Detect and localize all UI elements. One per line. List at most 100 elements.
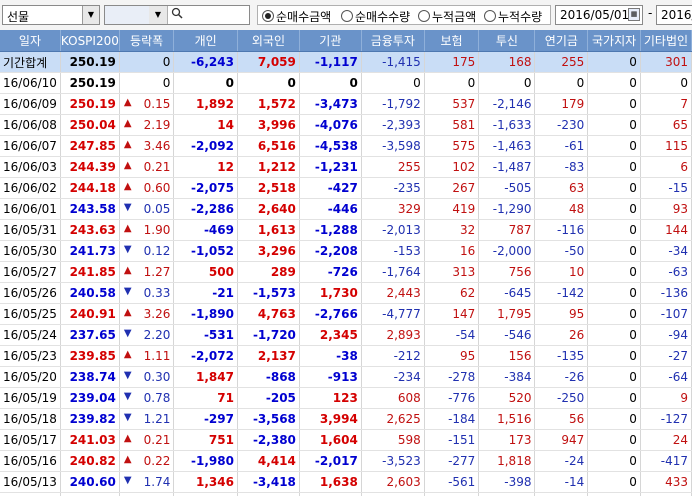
value-cell-ind: 1,847 bbox=[173, 366, 238, 388]
triangle-down-icon: ▼ bbox=[123, 202, 132, 213]
change-value: 1.21 bbox=[143, 412, 171, 426]
value-cell-pen: 255 bbox=[534, 51, 589, 73]
market-select[interactable]: 선물 ▼ bbox=[2, 5, 100, 25]
change-value: 3.26 bbox=[143, 307, 171, 321]
table-row[interactable]: 16/05/20 238.74 ▼ 0.30 1,847 -868 -913 -234 -278… bbox=[0, 366, 692, 388]
change-cell: ▲ 0.21 bbox=[119, 156, 175, 178]
column-header[interactable]: KOSPI200 bbox=[60, 30, 120, 52]
value-cell-inst: -446 bbox=[299, 198, 362, 220]
table-row[interactable]: 16/06/02 244.18 ▲ 0.60 -2,075 2,518 -427 -235 26… bbox=[0, 177, 692, 199]
value-cell-for: 2,137 bbox=[237, 345, 300, 367]
radio-unchecked-icon[interactable] bbox=[341, 10, 353, 22]
table-row[interactable]: 16/05/19 239.04 ▼ 0.78 71 -205 123 608 -776 520 -2… bbox=[0, 387, 692, 409]
table-row[interactable]: 기간합계 250.19 0 -6,243 7,059 -1,117 -1,415 175 168… bbox=[0, 51, 692, 73]
code-search-box[interactable]: ▼ bbox=[104, 5, 250, 25]
value-cell-inst: 2,345 bbox=[299, 324, 362, 346]
value-cell-ins: 95 bbox=[424, 345, 480, 367]
change-cell: ▲ 0.15 bbox=[119, 93, 175, 115]
column-header[interactable]: 개인 bbox=[173, 30, 238, 52]
table-row[interactable]: 16/05/18 239.82 ▼ 1.21 -297 -3,568 3,994 2,625-… bbox=[0, 408, 692, 430]
value-cell-ins: -49 bbox=[424, 492, 480, 496]
value-cell-gov: 0 bbox=[587, 324, 641, 346]
value-cell-inst: -1,288 bbox=[299, 219, 362, 241]
change-cell: ▼ 1.74 bbox=[119, 471, 175, 493]
column-header[interactable]: 투신 bbox=[478, 30, 536, 52]
table-row[interactable]: 16/06/07 247.85 ▲ 3.46 -2,092 6,516 -4,538 -3,5… bbox=[0, 135, 692, 157]
table-row[interactable]: 16/05/30 241.73 ▼ 0.12 -1,052 3,296 -2,208 -153… bbox=[0, 240, 692, 262]
value-cell-inst: -2,208 bbox=[299, 240, 362, 262]
value-cell-fin: -234 bbox=[361, 366, 425, 388]
table-row[interactable]: 16/05/13 240.60 ▼ 1.74 1,346 -3,418 1,638 2,603… bbox=[0, 471, 692, 493]
value-cell-trust: -546 bbox=[478, 324, 536, 346]
change-value: 1.11 bbox=[143, 349, 171, 363]
radio-option[interactable]: 누적수량 bbox=[484, 8, 542, 25]
triangle-up-icon: ▲ bbox=[123, 118, 132, 129]
table-row[interactable]: 16/05/27 241.85 ▲ 1.27 500 289 -726 -1,764 313 75… bbox=[0, 261, 692, 283]
change-value: 3.46 bbox=[143, 139, 171, 153]
radio-checked-icon[interactable] bbox=[262, 10, 274, 22]
table-row[interactable]: 16/05/16 240.82 ▲ 0.22 -1,980 4,414 -2,017 -3,5… bbox=[0, 450, 692, 472]
chevron-down-icon[interactable]: ▼ bbox=[149, 6, 168, 24]
change-cell: ▼ 2.20 bbox=[119, 324, 175, 346]
value-cell-gov: 0 bbox=[587, 198, 641, 220]
calendar-icon[interactable]: ▦ bbox=[628, 8, 640, 21]
value-cell-trust: -398 bbox=[478, 471, 536, 493]
radio-label: 순매수금액 bbox=[276, 10, 332, 24]
column-header[interactable]: 등락폭 bbox=[119, 30, 175, 52]
column-header[interactable]: 일자 bbox=[0, 30, 61, 52]
value-cell-inst: -38 bbox=[299, 345, 362, 367]
change-cell: ▲ 0.60 bbox=[119, 177, 175, 199]
table-row[interactable]: 16/05/17 241.03 ▲ 0.21 751 -2,380 1,604 598 -151… bbox=[0, 429, 692, 451]
value-cell-etc: -417 bbox=[640, 450, 692, 472]
radio-option[interactable]: 순매수금액 bbox=[262, 8, 331, 25]
triangle-up-icon: ▲ bbox=[123, 181, 132, 192]
change-value: 0.12 bbox=[143, 244, 171, 258]
column-header[interactable]: 기타법인 bbox=[640, 30, 692, 52]
kospi200-cell: 241.85 bbox=[60, 261, 120, 283]
date-cell: 기간합계 bbox=[0, 51, 61, 73]
triangle-down-icon: ▼ bbox=[123, 370, 132, 381]
search-icon[interactable] bbox=[171, 7, 183, 22]
value-cell-etc: -34 bbox=[640, 240, 692, 262]
table-row[interactable]: 16/06/10 250.19 0 0 0 0 0 0 0 0 0 0 bbox=[0, 72, 692, 94]
radio-option[interactable]: 순매수수량 bbox=[341, 8, 410, 25]
value-cell-etc: -27 bbox=[640, 345, 692, 367]
table-row[interactable]: 16/05/26 240.58 ▼ 0.33 -21 -1,573 1,730 2,443 62… bbox=[0, 282, 692, 304]
table-row[interactable]: 16/06/01 243.58 ▼ 0.05 -2,286 2,640 -446 329 419… bbox=[0, 198, 692, 220]
radio-unchecked-icon[interactable] bbox=[418, 10, 430, 22]
change-cell: 0 bbox=[119, 51, 175, 73]
column-header[interactable]: 국가지자 bbox=[587, 30, 641, 52]
column-header[interactable]: 외국인 bbox=[237, 30, 300, 52]
end-date-field[interactable]: 2016/ bbox=[656, 5, 692, 25]
date-cell: 16/05/25 bbox=[0, 303, 61, 325]
table-row[interactable]: 16/05/24 237.65 ▼ 2.20 -531 -1,720 2,345 2,893-… bbox=[0, 324, 692, 346]
table-row[interactable]: 16/06/03 244.39 ▲ 0.21 12 1,212 -1,231 255 102 -1… bbox=[0, 156, 692, 178]
start-date-field[interactable]: 2016/05/01 ▦ bbox=[555, 5, 643, 25]
column-header[interactable]: 보험 bbox=[424, 30, 480, 52]
column-header[interactable]: 금융투자 bbox=[361, 30, 425, 52]
code-input[interactable] bbox=[105, 6, 150, 24]
value-cell-pen: 10 bbox=[534, 261, 589, 283]
column-header[interactable]: 기관 bbox=[299, 30, 362, 52]
table-row[interactable]: 16/05/25 240.91 ▲ 3.26 -1,890 4,763 -2,766 -4,7… bbox=[0, 303, 692, 325]
column-header[interactable]: 연기금 bbox=[534, 30, 589, 52]
value-cell-pen: 0 bbox=[534, 72, 589, 94]
date-cell: 16/06/08 bbox=[0, 114, 61, 136]
kospi200-cell: 240.82 bbox=[60, 450, 120, 472]
chevron-down-icon[interactable]: ▼ bbox=[82, 6, 99, 24]
radio-option[interactable]: 누적금액 bbox=[418, 8, 476, 25]
table-row[interactable]: 16/05/23 239.85 ▲ 1.11 -2,072 2,137 -38 -212 95 1… bbox=[0, 345, 692, 367]
table-row[interactable]: 16/06/09 250.19 ▲ 0.15 1,892 1,572 -3,473 -1,79… bbox=[0, 93, 692, 115]
value-cell-trust: -1,487 bbox=[478, 156, 536, 178]
value-cell-etc: -15 bbox=[640, 177, 692, 199]
value-cell-inst: 1,730 bbox=[299, 282, 362, 304]
table-row[interactable]: 16/05/31 243.63 ▲ 1.90 -469 1,613 -1,288 -2,013… bbox=[0, 219, 692, 241]
value-cell-ind: 1,346 bbox=[173, 471, 238, 493]
value-cell-inst: 3,994 bbox=[299, 408, 362, 430]
table-row[interactable]: 16/06/08 250.04 ▲ 2.19 14 3,996 -4,076 -2,393 58… bbox=[0, 114, 692, 136]
table-row[interactable]: 16/05/12242.34▼0.73-1,1111,008-136-137-4… bbox=[0, 492, 692, 496]
date-cell: 16/06/09 bbox=[0, 93, 61, 115]
value-cell-pen: 48 bbox=[534, 198, 589, 220]
kospi200-cell: 250.19 bbox=[60, 93, 120, 115]
radio-unchecked-icon[interactable] bbox=[484, 10, 496, 22]
